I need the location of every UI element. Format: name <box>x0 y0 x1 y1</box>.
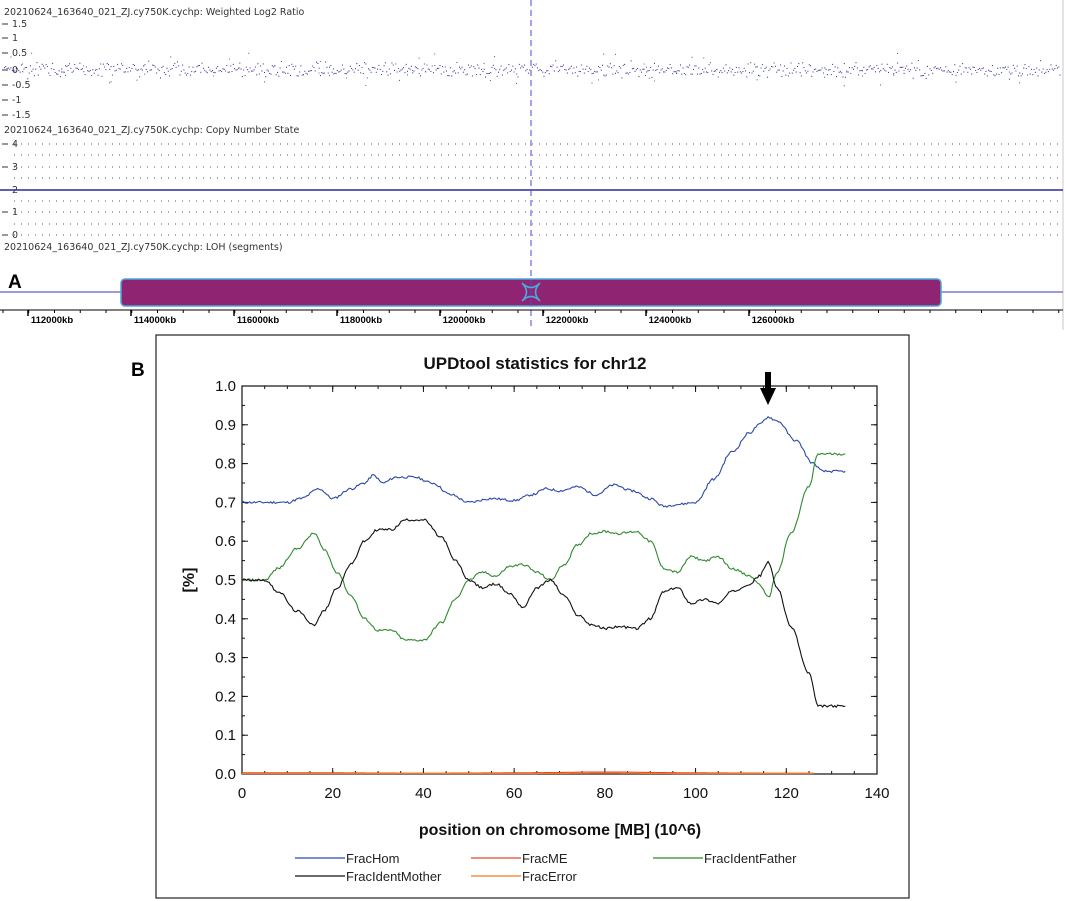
log2-scatter-points <box>4 52 1061 87</box>
legend-label: FracError <box>522 869 578 884</box>
legend-label: FracHom <box>346 851 399 866</box>
legend-label: FracIdentMother <box>346 869 442 884</box>
y-tick-label: 0.5 <box>215 572 236 589</box>
legend-label: FracIdentFather <box>704 851 797 866</box>
x-tick-label: 60 <box>506 785 523 802</box>
y-tick-label: 0.7 <box>215 494 236 511</box>
kb-tick-label: 114000kb <box>134 315 176 326</box>
x-tick-label: 100 <box>683 785 708 802</box>
chart-title: UPDtool statistics for chr12 <box>424 354 647 373</box>
log2-ytick: 0.5 <box>12 48 27 59</box>
peak-arrow-icon <box>760 372 776 405</box>
series-line-fracidentmother <box>241 518 846 709</box>
y-tick-label: 0.6 <box>215 533 236 550</box>
kb-tick-label: 112000kb <box>31 315 73 326</box>
log2-ytick: -1.5 <box>12 110 31 121</box>
series-line-fracidentfather <box>241 452 846 642</box>
y-axis-label: [%] <box>181 568 198 593</box>
cn-ytick: 3 <box>12 162 18 173</box>
x-tick-label: 0 <box>238 785 246 802</box>
y-tick-label: 1.0 <box>215 378 236 395</box>
cn-ytick: 0 <box>12 230 18 241</box>
series-lines <box>241 416 846 775</box>
log2-ytick: 1 <box>12 33 18 44</box>
kb-tick-label: 126000kb <box>752 315 795 326</box>
copy-number-track-label: 20210624_163640_021_ZJ.cy750K.cychp: Cop… <box>4 125 299 136</box>
chart-frame <box>155 334 910 899</box>
series-line-fracme <box>242 771 814 774</box>
cn-ytick: 4 <box>12 139 18 150</box>
legend-label: FracME <box>522 851 568 866</box>
kb-axis-ticks: 112000kb 114000kb 116000kb 118000kb 120000kb… <box>2 310 1060 326</box>
y-tick-label: 0.0 <box>215 766 236 783</box>
x-tick-label: 20 <box>324 785 341 802</box>
kb-tick-label: 122000kb <box>546 315 589 326</box>
y-tick-label: 0.4 <box>215 611 236 628</box>
loh-track-label: 20210624_163640_021_ZJ.cy750K.cychp: LOH… <box>4 242 283 253</box>
x-axis-ticks: 0 20 40 60 80 100 120 140 <box>238 386 890 802</box>
y-tick-label: 0.2 <box>215 688 236 705</box>
x-tick-label: 120 <box>774 785 799 802</box>
kb-tick-label: 124000kb <box>649 315 692 326</box>
log2-ratio-signal <box>4 52 1061 87</box>
legend: FracHom FracME FracIdentFather FracIdentMot… <box>295 851 797 884</box>
cn-ytick: 1 <box>12 207 18 218</box>
log2-ytick: -0.5 <box>12 80 31 91</box>
panel-b-letter: B <box>131 360 145 381</box>
log2-ytick: 0 <box>12 65 18 76</box>
cursor-star-icon <box>521 282 541 302</box>
log2-ratio-yticks: 1.5 1 0.5 0 -0.5 -1 -1.5 <box>2 19 31 121</box>
genome-browser-panel: 20210624_163640_021_ZJ.cy750K.cychp: Wei… <box>0 0 1065 340</box>
y-tick-label: 0.1 <box>215 727 236 744</box>
plot-area <box>241 385 878 775</box>
log2-ratio-track-label: 20210624_163640_021_ZJ.cy750K.cychp: Wei… <box>4 7 305 18</box>
kb-tick-label: 116000kb <box>237 315 279 326</box>
log2-ytick: 1.5 <box>12 19 27 30</box>
x-tick-label: 80 <box>597 785 614 802</box>
y-tick-label: 0.3 <box>215 650 236 667</box>
x-axis-label: position on chromosome [MB] (10^6) <box>419 822 701 839</box>
kb-tick-label: 120000kb <box>443 315 486 326</box>
x-tick-label: 40 <box>415 785 432 802</box>
x-tick-label: 140 <box>864 785 889 802</box>
panel-a-letter: A <box>8 272 22 293</box>
log2-ytick: -1 <box>12 95 21 106</box>
y-tick-label: 0.9 <box>215 417 236 434</box>
kb-tick-label: 118000kb <box>340 315 382 326</box>
series-line-frachom <box>241 416 846 508</box>
y-tick-label: 0.8 <box>215 456 236 473</box>
y-axis-ticks: 0.0 0.1 0.2 0.3 0.4 0.5 0.6 0.7 0.8 0.9 1.0 <box>215 378 877 783</box>
